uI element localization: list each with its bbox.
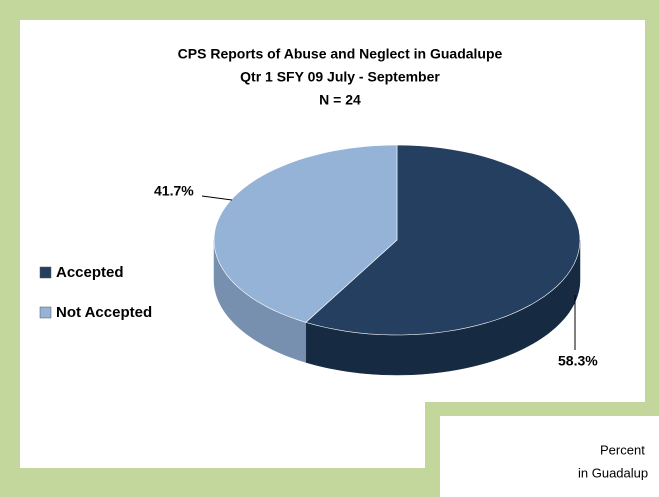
title-line: N = 24 (319, 92, 361, 108)
legend-swatch (39, 266, 52, 279)
data-label: 41.7% (154, 183, 194, 199)
leader-line (201, 195, 233, 201)
slice (213, 144, 398, 323)
second-title-line: in Guadalup (578, 465, 648, 480)
title-line: Qtr 1 SFY 09 July - September (240, 69, 440, 85)
second-panel (440, 416, 659, 497)
title-line: CPS Reports of Abuse and Neglect in Guad… (178, 46, 503, 62)
slice (305, 144, 581, 336)
right-frame (648, 0, 659, 402)
data-label: 58.3% (558, 353, 598, 369)
legend-label: Not Accepted (56, 304, 152, 321)
legend-swatch (39, 306, 52, 319)
second-title-line: Percent (600, 442, 645, 457)
legend-label: Accepted (56, 264, 124, 281)
